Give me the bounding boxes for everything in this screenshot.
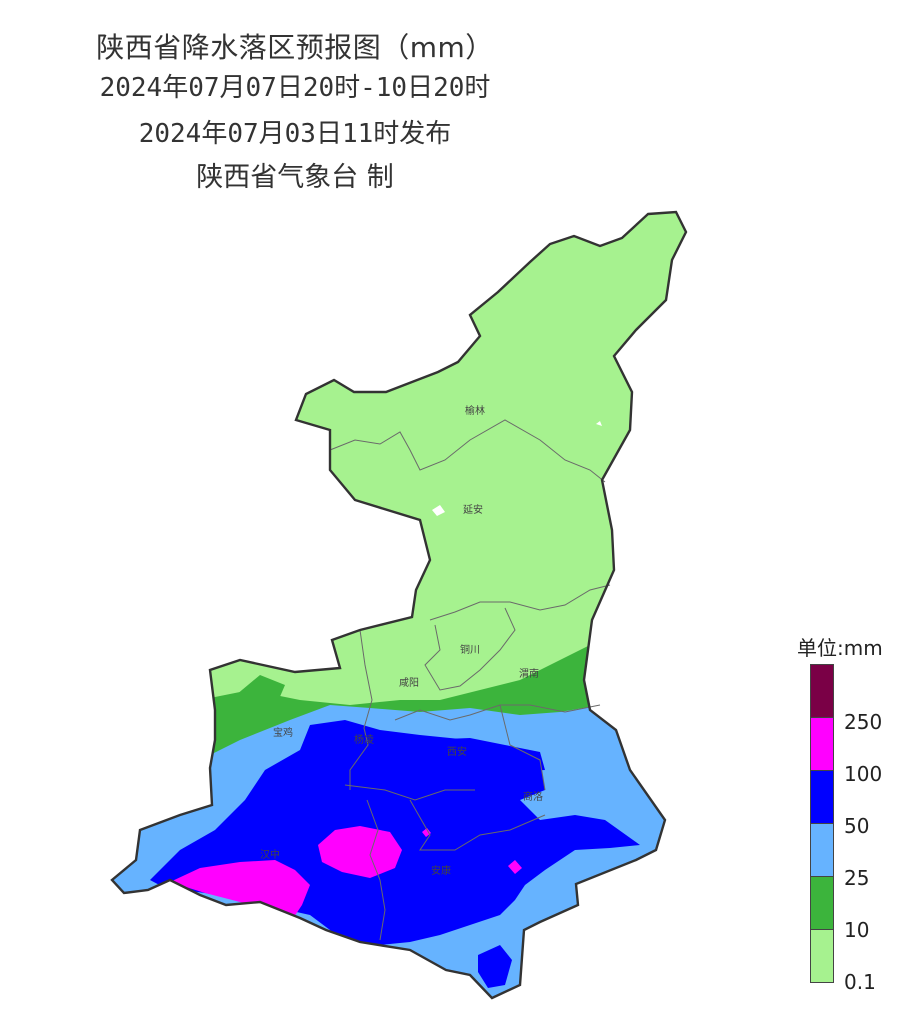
- legend-swatch-blue: [810, 770, 834, 823]
- legend-label-0-1: 0.1: [844, 970, 876, 994]
- city-label-xianyang: 咸阳: [399, 677, 419, 689]
- magenta-zone-ankang: [318, 826, 402, 878]
- legend-bar: [810, 664, 834, 983]
- legend-label-25: 25: [844, 866, 870, 890]
- legend-swatch-light-green: [810, 929, 834, 983]
- legend-swatch-magenta: [810, 717, 834, 770]
- city-label-yanan: 延安: [463, 503, 483, 516]
- legend-label-50: 50: [844, 814, 870, 838]
- lake-marker: [432, 505, 445, 516]
- map-title: 陕西省降水落区预报图（mm）: [96, 31, 494, 64]
- legend-label-100: 100: [844, 762, 883, 786]
- legend-swatch-light-blue: [810, 823, 834, 876]
- blue-patch-south: [478, 945, 512, 988]
- legend-swatch-purple: [810, 664, 834, 717]
- magenta-dot-2: [422, 828, 431, 837]
- magenta-zone-hanzhong: [170, 860, 310, 920]
- issue-time: 2024年07月03日11时发布: [138, 119, 452, 149]
- issuer: 陕西省气象台 制: [196, 162, 394, 193]
- city-label-xian: 西安: [447, 745, 467, 758]
- city-label-shangluo: 商洛: [523, 790, 543, 803]
- city-label-ankang: 安康: [431, 864, 451, 877]
- prefecture-boundaries: [329, 419, 611, 941]
- city-label-yulin: 榆林: [465, 404, 485, 417]
- map-title-block: 陕西省降水落区预报图（mm） 2024年07月07日20时-10日20时 202…: [0, 28, 590, 198]
- city-label-hanzhong: 汉中: [260, 848, 280, 861]
- legend-title: 单位:mm: [797, 636, 883, 660]
- lake-marker-2: [596, 421, 602, 426]
- legend-label-10: 10: [844, 918, 870, 942]
- magenta-dot: [508, 860, 522, 874]
- blue-zone-northeast: [420, 738, 545, 772]
- legend-swatch-green: [810, 876, 834, 929]
- city-label-yangling: 杨凌: [354, 733, 374, 746]
- city-label-baoji: 宝鸡: [273, 726, 293, 739]
- legend-label-250: 250: [844, 710, 883, 734]
- city-label-tongchuan: 铜川: [460, 644, 480, 656]
- city-label-weinan: 渭南: [519, 667, 539, 680]
- forecast-period: 2024年07月07日20时-10日20时: [99, 73, 491, 103]
